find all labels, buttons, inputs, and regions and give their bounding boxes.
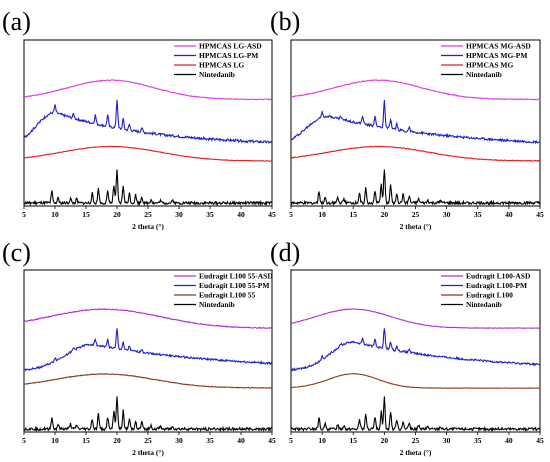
panel-label: (c) <box>2 238 31 267</box>
x-tick-label: 20 <box>381 210 389 219</box>
x-tick-label: 15 <box>82 436 90 445</box>
x-tick-label: 35 <box>474 436 482 445</box>
xrd-curve <box>290 396 541 433</box>
panel-a: (a) 5 10 15 20 25 30 35 40 45 2 theta (°) HPMCAS LG… <box>2 7 276 231</box>
legend-entry: Eudragit L100 55 <box>199 291 256 300</box>
xrd-curve <box>290 145 541 162</box>
xrd-curve <box>23 396 273 433</box>
x-tick-label: 15 <box>350 210 358 219</box>
x-axis-label: 2 theta (°) <box>132 222 164 231</box>
x-tick-label: 30 <box>175 210 183 219</box>
xrd-curve <box>23 169 273 207</box>
xrd-curve <box>290 99 541 145</box>
legend-entry: Nintedanib <box>199 70 235 79</box>
x-tick-label: 40 <box>237 210 245 219</box>
x-tick-label: 40 <box>505 210 513 219</box>
panel-b: (b) 5 10 15 20 25 30 35 40 45 2 theta (°) HPMCAS MG… <box>270 7 544 231</box>
legend-entry: HPMCAS LG <box>199 61 244 70</box>
x-tick-label: 20 <box>381 436 389 445</box>
x-tick-label: 25 <box>412 210 420 219</box>
xrd-curve <box>290 373 541 389</box>
x-tick-label: 10 <box>318 210 326 219</box>
xrd-curve <box>23 145 273 162</box>
x-tick-label: 30 <box>443 436 451 445</box>
x-tick-label: 30 <box>443 210 451 219</box>
x-tick-label: 45 <box>536 210 544 219</box>
legend-entry: Nintedanib <box>466 70 502 79</box>
legend-entry: HPMCAS LG-ASD <box>199 42 262 51</box>
legend-entry: Nintedanib <box>199 300 235 309</box>
x-tick-label: 25 <box>144 436 152 445</box>
x-tick-label: 15 <box>82 210 90 219</box>
x-tick-label: 40 <box>237 436 245 445</box>
x-tick-label: 35 <box>474 210 482 219</box>
x-tick-label: 5 <box>289 436 293 445</box>
x-tick-label: 25 <box>144 210 152 219</box>
x-axis-label: 2 theta (°) <box>400 448 432 457</box>
x-tick-label: 5 <box>289 210 293 219</box>
panel-label: (b) <box>270 7 300 36</box>
legend-entry: Eudragit L100-PM <box>466 281 527 290</box>
x-axis-label: 2 theta (°) <box>132 448 164 457</box>
x-tick-label: 45 <box>268 210 276 219</box>
x-tick-label: 20 <box>113 436 121 445</box>
legend-entry: Eudragit L100 55-ASD <box>199 272 273 281</box>
x-tick-label: 15 <box>350 436 358 445</box>
xrd-curve <box>23 328 273 372</box>
xrd-curve <box>23 79 273 101</box>
x-tick-label: 5 <box>22 436 26 445</box>
x-tick-label: 10 <box>51 436 59 445</box>
legend-entry: Eudragit L100-ASD <box>466 272 531 281</box>
x-tick-label: 45 <box>536 436 544 445</box>
xrd-curve <box>290 169 541 207</box>
x-tick-label: 30 <box>175 436 183 445</box>
panel-label: (d) <box>270 238 300 267</box>
legend-entry: HPMCAS MG <box>466 61 513 70</box>
xrd-curve <box>23 373 273 390</box>
x-tick-label: 10 <box>51 210 59 219</box>
x-tick-label: 40 <box>505 436 513 445</box>
xrd-curve <box>23 99 273 144</box>
panel-c: (c) 5 10 15 20 25 30 35 40 45 2 theta (°) Eudragit … <box>2 238 276 457</box>
x-axis-label: 2 theta (°) <box>400 222 432 231</box>
x-tick-label: 20 <box>113 210 121 219</box>
legend-entry: HPMCAS LG-PM <box>199 51 258 60</box>
legend-entry: Eudragit L100 <box>466 291 513 300</box>
x-tick-label: 10 <box>318 436 326 445</box>
x-tick-label: 35 <box>206 210 214 219</box>
x-tick-label: 35 <box>206 436 214 445</box>
x-tick-label: 5 <box>22 210 26 219</box>
xrd-curve <box>23 308 273 329</box>
x-tick-label: 45 <box>268 436 276 445</box>
xrd-curve <box>290 328 541 372</box>
panel-label: (a) <box>2 7 31 36</box>
xrd-curve <box>290 308 541 329</box>
x-tick-label: 25 <box>412 436 420 445</box>
legend-entry: Eudragit L100 55-PM <box>199 281 269 290</box>
legend-entry: HPMCAS MG-ASD <box>466 42 531 51</box>
xrd-curve <box>290 79 541 101</box>
legend-entry: Nintedanib <box>466 300 502 309</box>
legend-entry: HPMCAS MG-PM <box>466 51 527 60</box>
panel-d: (d) 5 10 15 20 25 30 35 40 45 2 theta (°) Eudragit … <box>270 238 544 457</box>
